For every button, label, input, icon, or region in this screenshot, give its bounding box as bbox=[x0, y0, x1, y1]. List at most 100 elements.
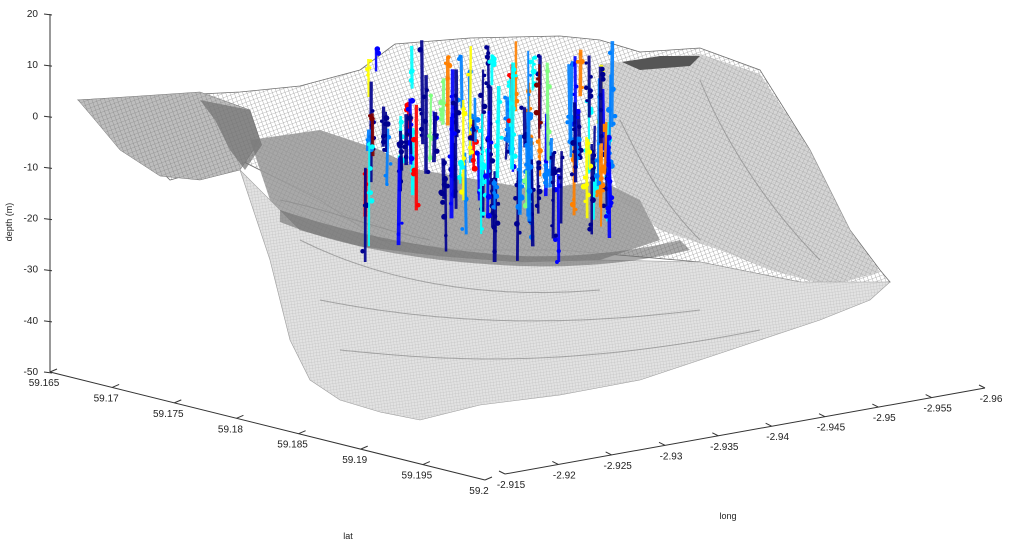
scatter-point bbox=[584, 182, 590, 188]
scatter-point bbox=[546, 129, 552, 135]
scatter-point bbox=[572, 127, 576, 132]
scatter-point bbox=[405, 106, 411, 112]
depth-tick-mark bbox=[43, 218, 53, 221]
scatter-point bbox=[411, 136, 417, 143]
long-tick-mark bbox=[925, 394, 932, 399]
scatter-point bbox=[371, 117, 375, 121]
scatter-point bbox=[489, 140, 494, 145]
scatter-point bbox=[498, 100, 503, 104]
scatter-point bbox=[446, 55, 451, 60]
long-axis: -2.915 -2.92 -2.925 -2.93 -2.935 -2.94 -2.945 -… bbox=[497, 384, 1003, 521]
scatter-point bbox=[572, 197, 576, 202]
scatter-point bbox=[527, 111, 534, 118]
scatter-point bbox=[607, 50, 613, 56]
scatter-point bbox=[449, 94, 453, 99]
scatter-point bbox=[580, 85, 585, 90]
scatter-point bbox=[510, 73, 515, 78]
long-tick-mark bbox=[605, 451, 612, 456]
lat-tick-label: 59.185 bbox=[277, 440, 308, 451]
scatter-point bbox=[569, 172, 575, 177]
scatter-point bbox=[382, 139, 387, 144]
depth-tick-mark bbox=[43, 64, 53, 67]
scatter-point bbox=[386, 134, 392, 140]
scatter-point bbox=[578, 147, 584, 153]
scatter-point bbox=[595, 193, 599, 198]
scatter-point bbox=[577, 124, 582, 130]
scatter-point bbox=[439, 190, 445, 197]
scatter-point bbox=[369, 144, 375, 150]
scatter-point bbox=[464, 197, 468, 202]
scatter-point bbox=[506, 83, 511, 88]
scatter-point bbox=[612, 113, 618, 119]
scatter-point bbox=[590, 175, 595, 181]
scatter-point bbox=[574, 207, 578, 212]
scatter-point bbox=[536, 165, 542, 171]
scatter-point bbox=[446, 62, 452, 68]
scatter-point bbox=[526, 146, 532, 152]
scatter-point bbox=[548, 155, 553, 160]
scatter-point bbox=[531, 187, 536, 192]
long-axis-label: long bbox=[719, 511, 736, 521]
scatter-point bbox=[565, 120, 570, 125]
scatter-streak bbox=[609, 41, 615, 128]
scatter-point bbox=[605, 172, 609, 176]
long-tick-mark bbox=[818, 413, 826, 418]
scatter-point bbox=[417, 47, 423, 53]
scatter-point bbox=[459, 164, 465, 170]
scatter-point bbox=[588, 222, 593, 227]
lat-tick-label: 59.17 bbox=[94, 393, 119, 404]
scatter-point bbox=[601, 203, 607, 209]
scatter-point bbox=[543, 163, 548, 168]
scatter-point bbox=[536, 54, 541, 58]
scatter-point bbox=[584, 61, 588, 65]
scatter-point bbox=[456, 57, 461, 62]
scatter-point bbox=[445, 103, 449, 107]
scatter-point bbox=[368, 166, 373, 171]
lat-tick-mark bbox=[360, 445, 368, 450]
scatter-point bbox=[600, 76, 606, 82]
scatter-point bbox=[474, 150, 480, 156]
scatter-point bbox=[600, 164, 607, 171]
surface-right-hill-mesh bbox=[600, 54, 880, 286]
scatter-point bbox=[428, 93, 433, 98]
scatter-point bbox=[598, 107, 604, 113]
scatter-point bbox=[526, 154, 532, 160]
scatter-point bbox=[491, 224, 497, 230]
scatter-point bbox=[461, 156, 467, 161]
scatter-streak bbox=[550, 152, 556, 176]
scatter-point bbox=[588, 163, 594, 169]
scatter-point bbox=[484, 81, 488, 86]
scatter-streak bbox=[607, 162, 613, 208]
scatter-point bbox=[590, 197, 596, 203]
scatter-point bbox=[447, 154, 452, 159]
scatter-point bbox=[515, 203, 522, 210]
lat-tick-label: 59.18 bbox=[218, 424, 243, 435]
scatter-point bbox=[579, 58, 585, 65]
scatter-point bbox=[408, 77, 414, 83]
scatter-streak bbox=[522, 107, 527, 148]
scatter-point bbox=[408, 155, 415, 162]
long-tick-mark bbox=[872, 403, 879, 408]
scatter-point bbox=[368, 66, 372, 70]
scatter-point bbox=[566, 114, 571, 119]
scatter-point bbox=[539, 121, 543, 125]
scatter-point bbox=[484, 54, 491, 60]
depth-tick-mark bbox=[43, 115, 53, 118]
scatter-point bbox=[443, 61, 448, 65]
surface-shadow-band bbox=[280, 210, 690, 267]
scatter-point bbox=[438, 99, 444, 106]
long-tick-label: -2.94 bbox=[766, 432, 789, 443]
scatter-point bbox=[556, 248, 561, 254]
scatter-point bbox=[439, 111, 445, 118]
scatter-point bbox=[366, 73, 370, 77]
long-tick-mark bbox=[498, 470, 506, 475]
scatter-point bbox=[460, 227, 465, 231]
scatter-point bbox=[574, 84, 579, 89]
scatter-point bbox=[492, 191, 496, 195]
scatter-point bbox=[409, 68, 415, 74]
depth-tick-mark bbox=[43, 166, 53, 169]
scatter-point bbox=[599, 133, 604, 139]
lat-tick-mark bbox=[484, 476, 493, 481]
scatter-streak bbox=[551, 167, 556, 239]
